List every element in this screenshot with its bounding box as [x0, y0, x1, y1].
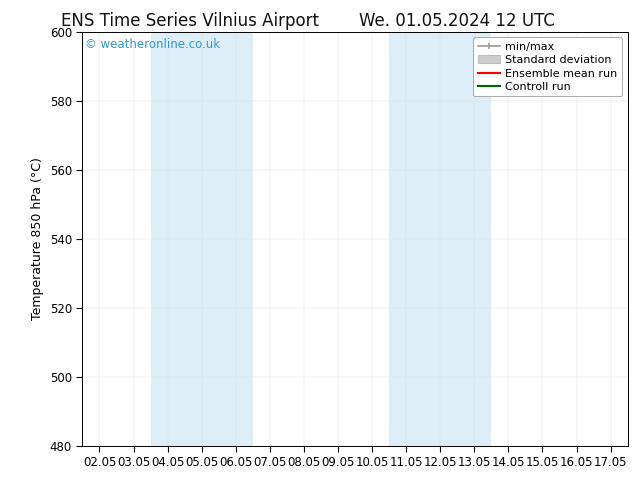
Legend: min/max, Standard deviation, Ensemble mean run, Controll run: min/max, Standard deviation, Ensemble me…	[473, 37, 622, 97]
Text: ENS Time Series Vilnius Airport: ENS Time Series Vilnius Airport	[61, 12, 319, 30]
Text: © weatheronline.co.uk: © weatheronline.co.uk	[85, 38, 220, 51]
Bar	[389, 32, 491, 446]
Bar	[151, 32, 253, 446]
Y-axis label: Temperature 850 hPa (°C): Temperature 850 hPa (°C)	[31, 157, 44, 320]
Text: We. 01.05.2024 12 UTC: We. 01.05.2024 12 UTC	[359, 12, 554, 30]
